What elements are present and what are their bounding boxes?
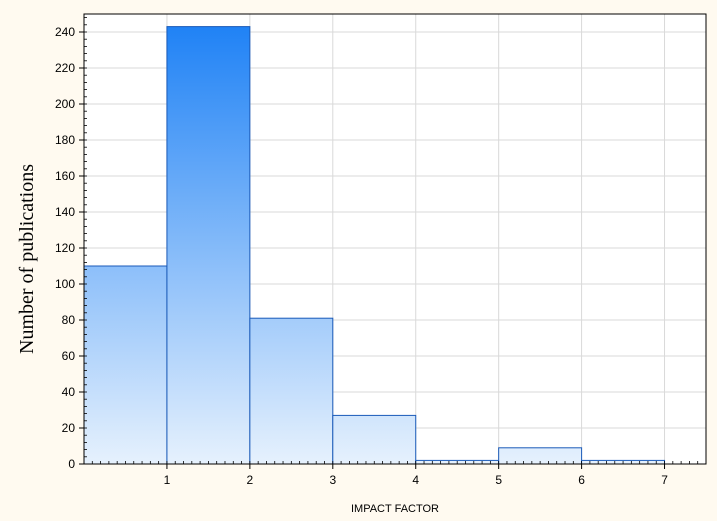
x-tick-label: 1 xyxy=(164,473,171,487)
plot-frame xyxy=(83,13,707,465)
x-tick-label: 2 xyxy=(247,473,254,487)
y-tick-label: 220 xyxy=(55,61,75,75)
y-axis-label: Number of publications xyxy=(16,164,38,354)
x-tick-label: 3 xyxy=(329,473,336,487)
y-tick-label: 240 xyxy=(55,25,75,39)
histogram-bar xyxy=(249,317,334,465)
x-tick-label: 6 xyxy=(578,473,585,487)
y-tick-label: 160 xyxy=(55,169,75,183)
y-tick-label: 200 xyxy=(55,97,75,111)
y-tick-label: 0 xyxy=(68,457,75,471)
y-tick-label: 40 xyxy=(62,385,76,399)
y-tick-label: 60 xyxy=(62,349,76,363)
x-axis-label: IMPACT FACTOR xyxy=(351,503,439,515)
y-tick-label: 20 xyxy=(62,421,76,435)
histogram-bar xyxy=(332,414,417,465)
x-tick-label: 4 xyxy=(412,473,419,487)
y-tick-label: 180 xyxy=(55,133,75,147)
bars xyxy=(83,26,666,465)
y-axis-ticks: 0 20 40 60 80 100 120 140 160 180 200 220 240 xyxy=(55,25,84,471)
x-axis-ticks: 1 2 3 4 5 6 7 xyxy=(164,464,668,487)
x-tick-label: 7 xyxy=(661,473,668,487)
x-tick-label: 5 xyxy=(495,473,502,487)
histogram-bar xyxy=(166,26,251,465)
y-tick-label: 140 xyxy=(55,205,75,219)
histogram-bar xyxy=(83,265,168,465)
y-tick-label: 80 xyxy=(62,313,76,327)
y-tick-label: 120 xyxy=(55,241,75,255)
minor-ticks xyxy=(83,17,707,465)
y-tick-label: 100 xyxy=(55,277,75,291)
